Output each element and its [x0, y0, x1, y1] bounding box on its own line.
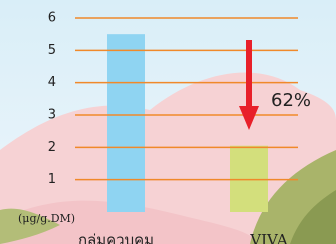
x-tick-label: VIVA: [249, 231, 288, 244]
y-tick-label: 4: [48, 75, 56, 90]
chart: (μg/g.DM) กลุ่มควบคุม VIVA 1 2 3 4 5 6 62%: [0, 0, 336, 244]
annotation: 62%: [271, 90, 311, 111]
y-tick-label: 5: [48, 43, 56, 58]
y-tick-label: 3: [48, 108, 56, 123]
y-axis-label: (μg/g.DM): [18, 212, 75, 225]
y-tick-label: 1: [48, 172, 56, 187]
y-tick-label: 6: [48, 11, 56, 26]
x-tick-label: กลุ่มควบคุม: [78, 231, 154, 244]
bar: [107, 34, 145, 212]
y-tick-label: 2: [48, 140, 56, 155]
bar: [230, 146, 268, 212]
